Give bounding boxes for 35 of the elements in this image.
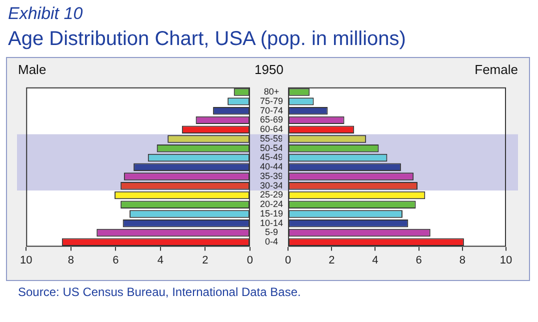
source-note: Source: US Census Bureau, International Data Base. xyxy=(18,285,301,299)
x-tick-label: 0 xyxy=(246,254,254,266)
y-tick-label: 70-74 xyxy=(260,105,284,116)
chart-title: Female xyxy=(474,62,518,77)
y-tick-label: 25-29 xyxy=(260,190,284,200)
x-tick-label: 6 xyxy=(416,254,422,266)
y-tick-label: 10-14 xyxy=(260,218,284,228)
x-tick-label: 2 xyxy=(202,254,208,266)
chart-title: Male xyxy=(18,62,46,77)
x-tick-label: 4 xyxy=(372,254,378,266)
y-tick-label: 5-9 xyxy=(264,227,278,238)
x-tick-label: 0 xyxy=(284,254,292,266)
x-tick-label: 6 xyxy=(112,254,119,266)
x-tick-label: 10 xyxy=(20,254,32,266)
y-tick-label: 35-39 xyxy=(260,170,284,181)
x-tick-label: 4 xyxy=(157,254,164,266)
y-tick-label: 50-54 xyxy=(260,142,284,153)
y-tick-label: 15-19 xyxy=(260,208,284,218)
x-tick-label: 8 xyxy=(68,254,74,266)
y-tick-label: 40-44 xyxy=(260,162,284,172)
y-tick-label: 45-49 xyxy=(260,152,284,162)
text: Age Distribution Chart, USA (pop. in millions) xyxy=(8,28,406,51)
y-tick-label: 65-69 xyxy=(260,114,284,125)
y-tick-label: 30-34 xyxy=(260,180,284,190)
text: 1950 xyxy=(254,62,284,77)
y-tick-label: 55-59 xyxy=(260,133,284,144)
x-tick-label: 10 xyxy=(500,254,512,266)
y-tick-label: 80+ xyxy=(264,86,280,97)
y-tick-label: 60-64 xyxy=(260,124,284,134)
y-tick-label: 75-79 xyxy=(260,96,284,106)
text: Exhibit 10 xyxy=(8,4,83,24)
x-tick-label: 2 xyxy=(328,254,335,266)
x-tick-label: 8 xyxy=(459,254,466,266)
y-tick-label: 0-4 xyxy=(264,236,278,247)
y-tick-label: 20-24 xyxy=(260,199,284,210)
